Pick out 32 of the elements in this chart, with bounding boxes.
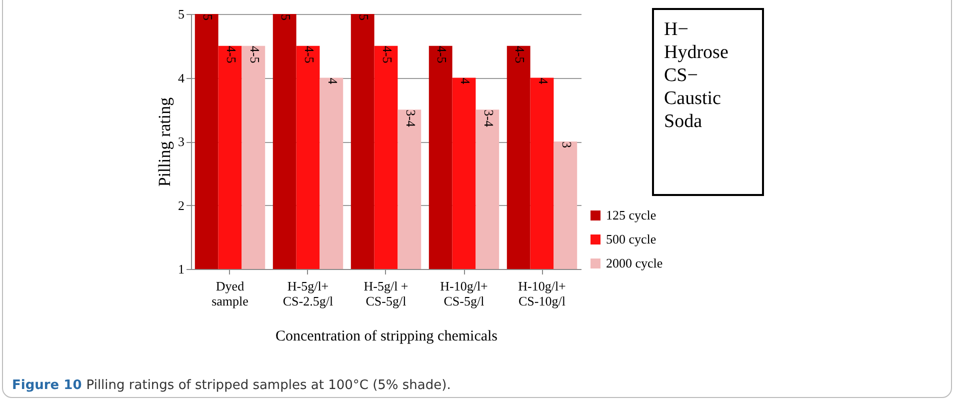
legend-label: 2000 cycle [606, 256, 663, 270]
data-label: 3-4 [403, 110, 418, 128]
data-label: 3-4 [481, 110, 496, 128]
x-tick-label: H-10g/l+ CS-10g/l [518, 278, 566, 308]
legend-label: 500 cycle [606, 232, 656, 246]
data-label: 4 [536, 78, 551, 85]
x-tick-label: Dyed sample [212, 278, 249, 308]
y-tick-label: 5 [178, 6, 184, 22]
x-tick-label: H-5g/l+ CS-2.5g/l [282, 278, 334, 308]
x-tick-label: H-10g/l+ CS-5g/l [440, 278, 488, 308]
data-label: 4-5 [247, 46, 262, 64]
text: H− Hydrose CS− Caustic Soda [652, 8, 764, 196]
y-tick-label: 2 [178, 198, 184, 213]
caption: Figure 10 Pilling ratings of stripped samples at 100°C (5% shade). [12, 378, 451, 393]
y-tick-label: 3 [178, 134, 184, 149]
data-label: 5 [200, 14, 216, 20]
data-label: 5 [356, 14, 372, 20]
data-label: 4-5 [302, 46, 317, 64]
data-label: 4-5 [224, 46, 239, 64]
data-label: 4-5 [512, 46, 528, 64]
data-label: 4 [458, 78, 473, 85]
x-tick-label: H-5g/l + CS-5g/l [364, 278, 408, 308]
data-label: 4-5 [434, 46, 450, 64]
y-tick-label: 4 [178, 70, 185, 86]
y-axis-title: Pilling rating [155, 96, 174, 187]
data-label: 3 [559, 142, 574, 148]
data-label: 5 [278, 14, 294, 20]
x-axis-title: Concentration of stripping chemicals [275, 328, 498, 344]
data-label: 4-5 [380, 46, 395, 64]
data-label: 4 [325, 78, 340, 85]
legend-label: 125 cycle [606, 208, 656, 222]
y-tick-label: 1 [178, 262, 184, 276]
